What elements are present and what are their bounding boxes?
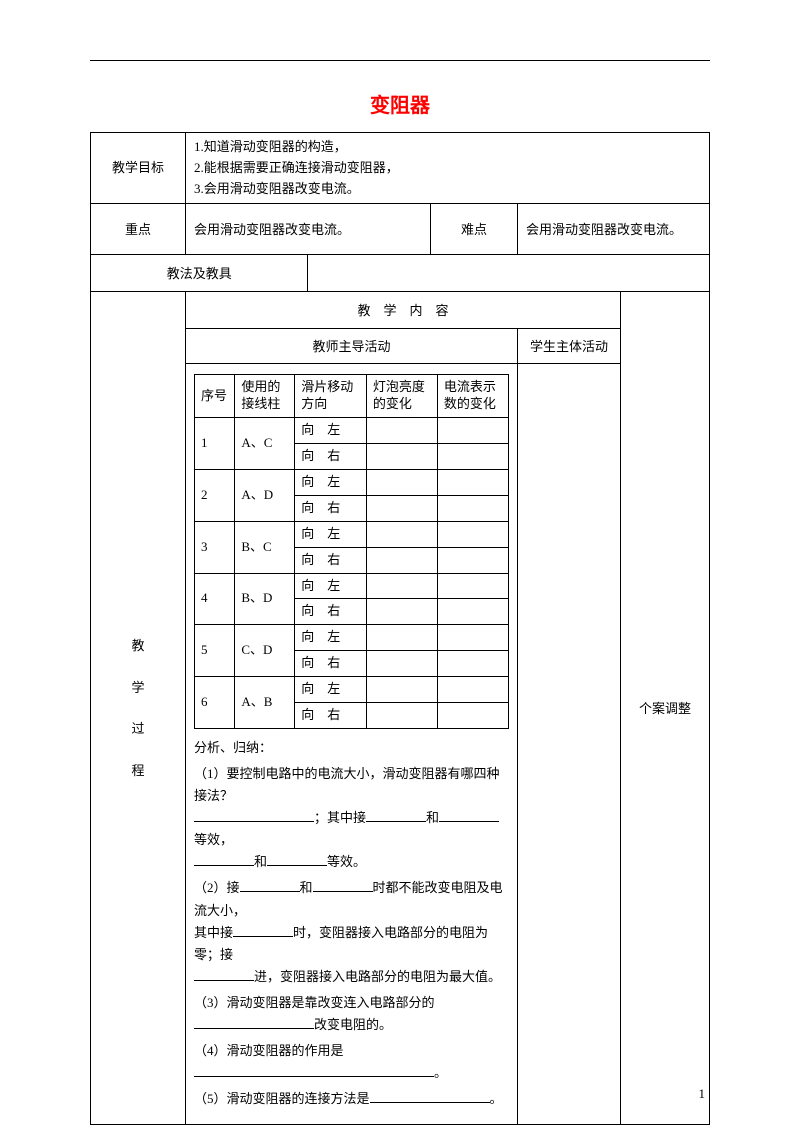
key-point-cell: 会用滑动变阻器改变电流。 <box>186 204 431 255</box>
dir-right: 向 右 <box>295 599 367 625</box>
page-number: 1 <box>699 1086 706 1102</box>
goal-1: 1.知道滑动变阻器的构造， <box>194 137 701 158</box>
process-char-3: 过 <box>99 719 177 739</box>
analysis-heading: 分析、归纳： <box>194 737 509 759</box>
dir-right: 向 右 <box>295 547 367 573</box>
dir-left: 向 左 <box>295 573 367 599</box>
row-n: 4 <box>195 573 235 625</box>
q4: （4）滑动变阻器的作用是 <box>194 1043 344 1058</box>
row-term: B、C <box>235 521 295 573</box>
q3b: 改变电阻的。 <box>314 1017 392 1032</box>
row-term: A、D <box>235 469 295 521</box>
methods-cell <box>308 255 710 292</box>
label-methods: 教法及教具 <box>91 255 308 292</box>
goal-2: 2.能根据需要正确连接滑动变阻器， <box>194 158 701 179</box>
goal-3: 3.会用滑动变阻器改变电流。 <box>194 179 701 200</box>
th-brightness: 灯泡亮度的变化 <box>366 375 437 418</box>
dir-left: 向 左 <box>295 677 367 703</box>
blank <box>240 878 300 892</box>
q3a: （3）滑动变阻器是靠改变连入电路部分的 <box>194 995 435 1010</box>
row-n: 3 <box>195 521 235 573</box>
dir-left: 向 左 <box>295 521 367 547</box>
process-char-1: 教 <box>99 636 177 656</box>
blank <box>314 1063 434 1077</box>
period: 。 <box>490 1091 503 1106</box>
q2c-tail: 进，变阻器接入电路部分的电阻为最大值。 <box>254 969 501 984</box>
q2a: （2）接 <box>194 880 240 895</box>
q1b-eq: 等效， <box>194 832 233 847</box>
q2b: 其中接 <box>194 925 233 940</box>
experiment-table: 序号 使用的接线柱 滑片移动方向 灯泡亮度的变化 电流表示数的变化 1 A、C … <box>194 374 509 728</box>
th-direction: 滑片移动方向 <box>295 375 367 418</box>
dir-right: 向 右 <box>295 702 367 728</box>
dir-left: 向 左 <box>295 469 367 495</box>
lesson-plan-table: 教学目标 1.知道滑动变阻器的构造， 2.能根据需要正确连接滑动变阻器， 3.会… <box>90 132 710 1125</box>
q1b-mid: ；其中接 <box>314 810 366 825</box>
blank <box>366 808 426 822</box>
analysis-q3: （3）滑动变阻器是靠改变连入电路部分的改变电阻的。 <box>194 992 509 1036</box>
row-n: 6 <box>195 677 235 729</box>
label-teacher-activity: 教师主导活动 <box>186 329 518 364</box>
goals-cell: 1.知道滑动变阻器的构造， 2.能根据需要正确连接滑动变阻器， 3.会用滑动变阻… <box>186 133 710 204</box>
student-activity-cell <box>518 364 621 1125</box>
top-rule <box>90 60 710 61</box>
row-n: 5 <box>195 625 235 677</box>
analysis-q5: （5）滑动变阻器的连接方法是 。 <box>194 1088 509 1110</box>
blank <box>194 967 254 981</box>
blank <box>194 1015 314 1029</box>
document-title: 变阻器 <box>90 89 710 118</box>
analysis-q2: （2）接和时都不能改变电阻及电流大小， 其中接时，变阻器接入电路部分的电阻为零；… <box>194 877 509 987</box>
blank <box>439 808 499 822</box>
dir-right: 向 右 <box>295 495 367 521</box>
dir-right: 向 右 <box>295 651 367 677</box>
label-process: 教 学 过 程 <box>91 292 186 1125</box>
row-term: A、B <box>235 677 295 729</box>
blank <box>267 852 327 866</box>
q1c-eq: 等效。 <box>327 854 366 869</box>
blank <box>194 1063 314 1077</box>
analysis-block: 分析、归纳： （1）要控制电路中的电流大小，滑动变阻器有哪四种接法？ ；其中接和… <box>194 737 509 1111</box>
process-char-4: 程 <box>99 761 177 781</box>
period: 。 <box>434 1065 447 1080</box>
dir-left: 向 左 <box>295 418 367 444</box>
analysis-q4: （4）滑动变阻器的作用是 。 <box>194 1040 509 1084</box>
blank <box>194 852 254 866</box>
label-goals: 教学目标 <box>91 133 186 204</box>
label-student-activity: 学生主体活动 <box>518 329 621 364</box>
blank <box>313 878 373 892</box>
row-n: 2 <box>195 469 235 521</box>
q1-text: （1）要控制电路中的电流大小，滑动变阻器有哪四种接法？ <box>194 766 500 803</box>
row-term: B、D <box>235 573 295 625</box>
label-content: 教 学 内 容 <box>186 292 621 329</box>
th-index: 序号 <box>195 375 235 418</box>
difficulty-cell: 会用滑动变阻器改变电流。 <box>518 204 710 255</box>
row-term: A、C <box>235 418 295 470</box>
q1b-and: 和 <box>426 810 439 825</box>
label-difficulty: 难点 <box>431 204 518 255</box>
blank <box>233 923 293 937</box>
dir-left: 向 左 <box>295 625 367 651</box>
dir-right: 向 右 <box>295 444 367 470</box>
th-ammeter: 电流表示数的变化 <box>437 375 508 418</box>
blank <box>194 808 314 822</box>
row-term: C、D <box>235 625 295 677</box>
q2a-and: 和 <box>300 880 313 895</box>
label-key: 重点 <box>91 204 186 255</box>
label-case-adjust: 个案调整 <box>621 292 710 1125</box>
q1c-and: 和 <box>254 854 267 869</box>
q5a: （5）滑动变阻器的连接方法是 <box>194 1091 370 1106</box>
teacher-activity-cell: 序号 使用的接线柱 滑片移动方向 灯泡亮度的变化 电流表示数的变化 1 A、C … <box>186 364 518 1125</box>
th-terminals: 使用的接线柱 <box>235 375 295 418</box>
row-n: 1 <box>195 418 235 470</box>
analysis-q1: （1）要控制电路中的电流大小，滑动变阻器有哪四种接法？ ；其中接和等效， 和等效… <box>194 763 509 873</box>
process-char-2: 学 <box>99 678 177 698</box>
blank <box>370 1089 490 1103</box>
